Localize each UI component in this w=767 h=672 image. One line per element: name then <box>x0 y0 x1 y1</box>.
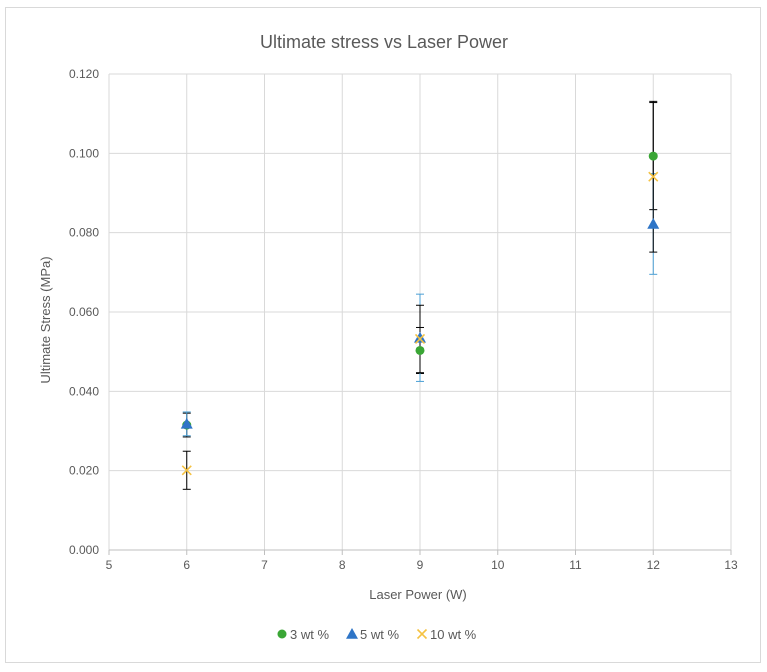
y-tick-label: 0.080 <box>69 226 99 240</box>
data-point <box>648 171 659 182</box>
chart-frame: Ultimate stress vs Laser Power 5 6 7 8 9 10 11… <box>5 7 761 663</box>
x-tick-label: 7 <box>261 558 268 572</box>
x-marker-stroke <box>414 333 426 345</box>
y-tick-label: 0.000 <box>69 543 99 557</box>
y-tick-label: 0.040 <box>69 384 99 398</box>
x-tick-label: 12 <box>647 558 661 572</box>
scatter-chart: Ultimate stress vs Laser Power 5 6 7 8 9 10 11… <box>38 32 738 642</box>
chart-title: Ultimate stress vs Laser Power <box>260 32 508 52</box>
legend-marker <box>416 628 428 640</box>
data-point <box>415 345 425 355</box>
data-point <box>648 151 658 161</box>
x-tick-label: 11 <box>569 558 582 572</box>
legend-marker <box>346 628 358 639</box>
data-point <box>647 217 660 229</box>
x-tick-label: 10 <box>491 558 505 572</box>
x-marker-stroke <box>181 465 192 476</box>
data-point <box>414 333 426 345</box>
x-tick-label: 8 <box>339 558 346 572</box>
x-tick-label: 5 <box>106 558 113 572</box>
legend-label: 3 wt % <box>290 627 329 642</box>
y-tick-label: 0.020 <box>69 464 99 478</box>
y-tick-label: 0.060 <box>69 305 99 319</box>
x-tick-label: 13 <box>724 558 738 572</box>
y-axis-title: Ultimate Stress (MPa) <box>38 256 53 383</box>
x-tick-label: 9 <box>417 558 424 572</box>
x-axis-title: Laser Power (W) <box>369 587 467 602</box>
data-point <box>414 331 426 343</box>
x-tick-label: 6 <box>183 558 190 572</box>
legend-marker <box>277 629 287 639</box>
y-tick-label: 0.100 <box>69 146 99 160</box>
data-point <box>180 417 193 429</box>
legend: 3 wt % 5 wt % 10 wt % <box>277 627 477 642</box>
data-point <box>181 465 192 476</box>
x-marker-stroke <box>416 628 428 640</box>
x-marker-stroke <box>648 171 659 182</box>
legend-label: 10 wt % <box>430 627 477 642</box>
y-tick-label: 0.120 <box>69 67 99 81</box>
legend-label: 5 wt % <box>360 627 399 642</box>
